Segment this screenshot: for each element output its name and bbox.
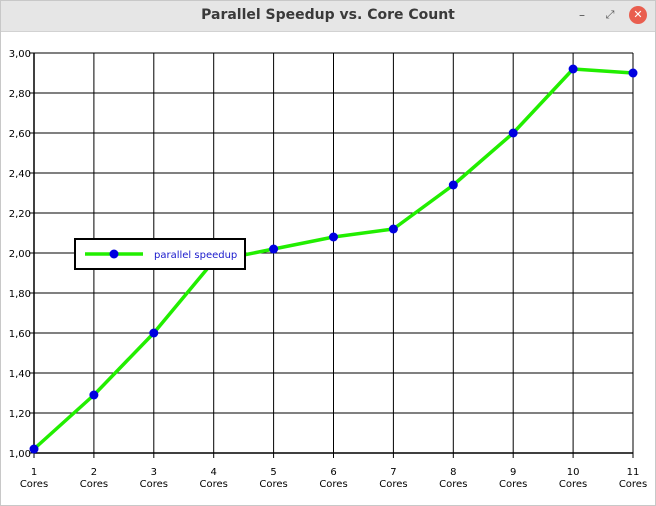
y-tick-label: 1,40 bbox=[9, 369, 31, 380]
legend-label: parallel speedup bbox=[154, 250, 237, 261]
data-point bbox=[628, 68, 638, 78]
x-tick-label: 8 bbox=[450, 467, 456, 478]
y-tick-label: 2,60 bbox=[9, 129, 31, 140]
x-tick-label-unit: Cores bbox=[200, 479, 228, 490]
legend-marker bbox=[109, 249, 119, 259]
data-point bbox=[89, 390, 99, 400]
y-tick-label: 2,00 bbox=[9, 249, 31, 260]
data-point bbox=[29, 444, 39, 454]
x-tick-label-unit: Cores bbox=[319, 479, 347, 490]
x-tick-label-unit: Cores bbox=[140, 479, 168, 490]
data-point bbox=[508, 128, 518, 138]
x-tick-label-unit: Cores bbox=[619, 479, 647, 490]
x-tick-label-unit: Cores bbox=[559, 479, 587, 490]
data-point bbox=[388, 224, 398, 234]
x-tick-label: 11 bbox=[627, 467, 640, 478]
data-point bbox=[329, 232, 338, 242]
x-tick-label: 5 bbox=[270, 467, 276, 478]
y-tick-label: 1,20 bbox=[9, 409, 31, 420]
x-tick-label: 6 bbox=[330, 467, 336, 478]
data-point bbox=[448, 180, 458, 190]
y-tick-label: 2,80 bbox=[9, 89, 31, 100]
y-tick-label: 3,00 bbox=[9, 49, 31, 60]
y-tick-label: 1,60 bbox=[9, 329, 31, 340]
x-tick-label-unit: Cores bbox=[259, 479, 287, 490]
data-point bbox=[269, 244, 279, 254]
x-tick-label-unit: Cores bbox=[80, 479, 108, 490]
title-bar[interactable]: Parallel Speedup vs. Core Count – ⤢ ✕ bbox=[1, 1, 655, 32]
x-tick-label: 3 bbox=[151, 467, 157, 478]
x-tick-label-unit: Cores bbox=[439, 479, 467, 490]
x-tick-label: 4 bbox=[211, 467, 217, 478]
minimize-button[interactable]: – bbox=[579, 8, 585, 22]
y-tick-label: 1,80 bbox=[9, 289, 31, 300]
window-title: Parallel Speedup vs. Core Count bbox=[201, 7, 455, 23]
y-tick-label: 2,40 bbox=[9, 169, 31, 180]
y-tick-label: 1,00 bbox=[9, 449, 31, 460]
x-tick-label: 2 bbox=[91, 467, 97, 478]
x-tick-label: 10 bbox=[567, 467, 580, 478]
x-tick-label: 9 bbox=[510, 467, 516, 478]
x-tick-label: 1 bbox=[31, 467, 37, 478]
data-point bbox=[568, 64, 578, 74]
x-tick-label-unit: Cores bbox=[379, 479, 407, 490]
y-tick-label: 2,20 bbox=[9, 209, 31, 220]
data-point bbox=[149, 328, 159, 338]
restore-button[interactable]: ⤢ bbox=[605, 8, 615, 21]
x-tick-label-unit: Cores bbox=[20, 479, 48, 490]
close-button[interactable]: ✕ bbox=[629, 6, 647, 24]
x-tick-label: 7 bbox=[390, 467, 396, 478]
x-tick-label-unit: Cores bbox=[499, 479, 527, 490]
